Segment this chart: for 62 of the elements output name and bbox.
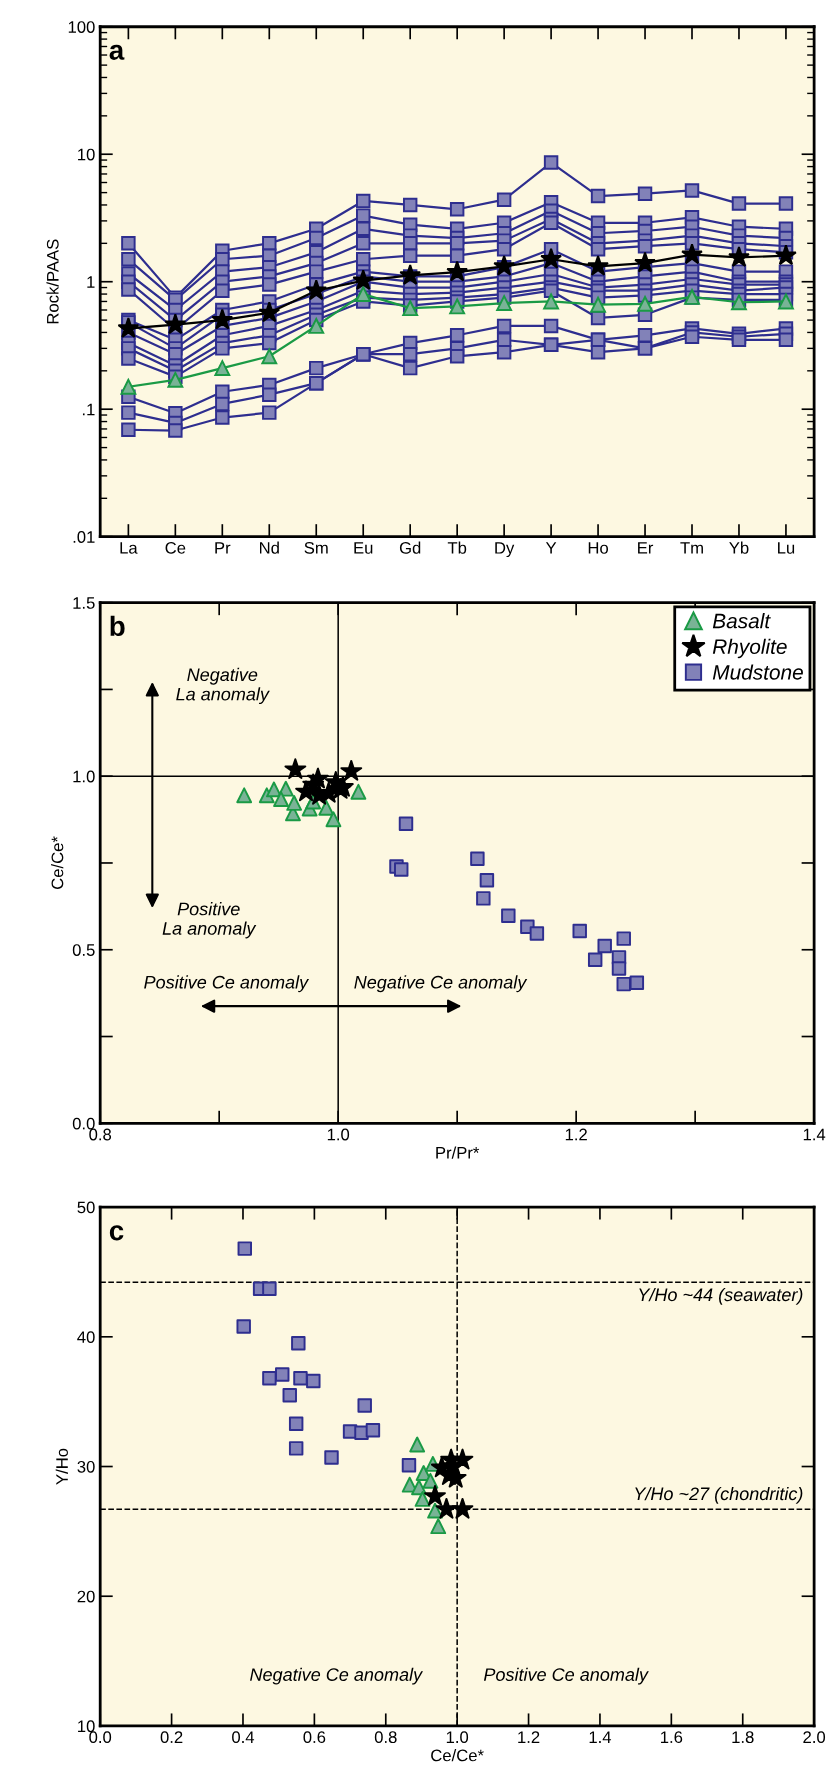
x-tick-label: Y [545, 542, 557, 554]
y-tick-label: 1.0 [73, 770, 95, 783]
y-tick-label: 40 [77, 1331, 95, 1344]
y-axis-title: Ce/Ce* [51, 836, 64, 889]
x-tick-label: 1.8 [732, 1731, 754, 1744]
annotation: Negative La anomaly [176, 667, 270, 705]
annotation: Positive Ce anomaly [144, 975, 310, 993]
x-tick-label: Dy [495, 542, 515, 558]
x-tick-label: Tb [447, 541, 467, 554]
legend-label: Mudstone [712, 664, 803, 680]
y-axis-title: Rock/PAAS [46, 239, 59, 324]
x-tick-label: 0.8 [374, 1731, 397, 1744]
x-tick-label: Pr [215, 542, 231, 554]
annotation: Positive Ce anomaly [483, 1667, 649, 1685]
y-tick-label: 30 [77, 1460, 95, 1473]
x-tick-label: Nd [260, 541, 279, 554]
x-axis-title: Ce/Ce* [431, 1749, 484, 1762]
x-tick-label: 1.2 [518, 1731, 540, 1743]
chart-title: c [109, 1225, 124, 1241]
x-tick-label: 1.4 [803, 1128, 826, 1141]
x-axis-title: Pr/Pr* [436, 1146, 480, 1159]
y-axis-title: Y/Ho [55, 1448, 68, 1485]
y-tick-label: 1 [87, 276, 95, 288]
annotation: Positive La anomaly [162, 902, 257, 939]
x-tick-label: 1.2 [565, 1128, 587, 1141]
x-tick-label: Eu [354, 542, 373, 554]
y-tick-label: 0.0 [72, 1117, 95, 1130]
x-tick-label: 1.4 [589, 1731, 612, 1743]
y-tick-label: 0.5 [72, 944, 95, 956]
x-tick-label: Ce [165, 541, 186, 554]
x-tick-label: Gd [399, 541, 421, 554]
y-tick-label: 10 [78, 1720, 95, 1733]
chart-title: b [110, 615, 125, 637]
y-tick-label: .01 [73, 531, 95, 543]
x-tick-label: Er [638, 542, 654, 554]
x-tick-label: 1.0 [327, 1128, 350, 1141]
y-tick-label: .1 [82, 403, 95, 416]
x-tick-label: 2.0 [803, 1731, 826, 1744]
ref-line-label: Y/Ho ~44 (seawater) [639, 1287, 803, 1305]
ref-line-label: Y/Ho ~27 (chondritic) [635, 1486, 803, 1504]
legend-label: Basalt [712, 613, 771, 629]
x-tick-label: Lu [778, 542, 795, 554]
x-tick-label: 0.8 [89, 1128, 112, 1141]
y-tick-label: 1.5 [73, 597, 95, 609]
annotation: Negative Ce anomaly [354, 975, 528, 993]
y-tick-label: 100 [68, 21, 95, 33]
x-tick-label: Yb [729, 541, 749, 554]
chart-title: a [109, 44, 125, 60]
x-tick-label: Tm [680, 542, 703, 554]
y-tick-label: 20 [77, 1590, 95, 1603]
legend-label: Rhyolite [712, 638, 787, 659]
x-tick-label: 1.0 [446, 1731, 469, 1744]
annotation: Negative Ce anomaly [250, 1667, 424, 1685]
x-tick-label: 0.2 [160, 1731, 183, 1744]
y-tick-label: 50 [77, 1201, 95, 1214]
x-tick-label: 0.6 [303, 1731, 326, 1744]
y-tick-label: 10 [78, 148, 95, 161]
x-tick-label: La [120, 542, 138, 554]
x-tick-label: 1.6 [661, 1731, 683, 1744]
x-tick-label: 0.4 [232, 1731, 255, 1744]
x-tick-label: Sm [304, 541, 328, 554]
x-tick-label: Ho [588, 542, 609, 554]
